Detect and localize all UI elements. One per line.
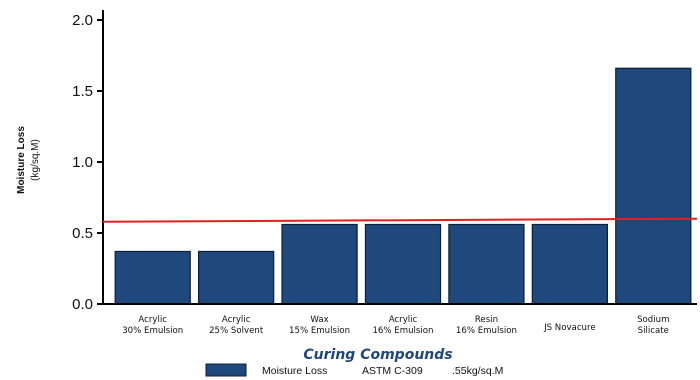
bar [615,67,692,305]
y-tick-label: 2.0 [72,12,93,29]
y-axis-label: Moisture Loss (kg/sq.M) [16,126,41,194]
category-label: 25% Solvent [209,326,264,336]
category-label: Resin [475,315,498,325]
category-label: 30% Emulsion [122,326,183,336]
y-tick-label: 1.0 [72,154,93,171]
y-axis-ticks: 0.0 0.5 1.0 1.5 2.0 [72,12,103,313]
category-label: Acrylic [138,315,167,325]
y-tick-label: 0.0 [72,296,93,313]
y-tick-label: 0.5 [72,225,93,242]
y-axis-label-main: Moisture Loss [16,126,27,194]
legend: Moisture Loss ASTM C-309 .55kg/sq.M [205,363,503,377]
bars [114,67,692,305]
category-label: 16% Emulsion [456,326,517,336]
bar [364,223,442,305]
legend-label-reference-value: .55kg/sq.M [452,365,503,377]
y-axis-label-unit: (kg/sq.M) [30,139,41,181]
category-label: JS Novacure [543,323,596,333]
reference-line [102,217,698,223]
y-tick-label: 1.5 [72,83,93,100]
category-label: Acrylic [389,315,418,325]
legend-swatch-moisture-loss [205,363,247,377]
bar [198,250,275,305]
bar [448,223,525,305]
category-label: 16% Emulsion [372,326,433,336]
x-axis-label: Curing Compounds [303,347,452,363]
category-label: Acrylic [222,315,251,325]
category-label: Sodium [637,315,669,325]
category-label: 15% Emulsion [289,326,350,336]
legend-label-moisture-loss: Moisture Loss [262,365,327,377]
bar [281,223,358,305]
legend-label-reference: ASTM C-309 [362,365,423,377]
category-label: Wax [310,315,328,325]
category-label: Silicate [638,326,669,336]
bar [531,223,608,305]
bar [114,250,191,305]
